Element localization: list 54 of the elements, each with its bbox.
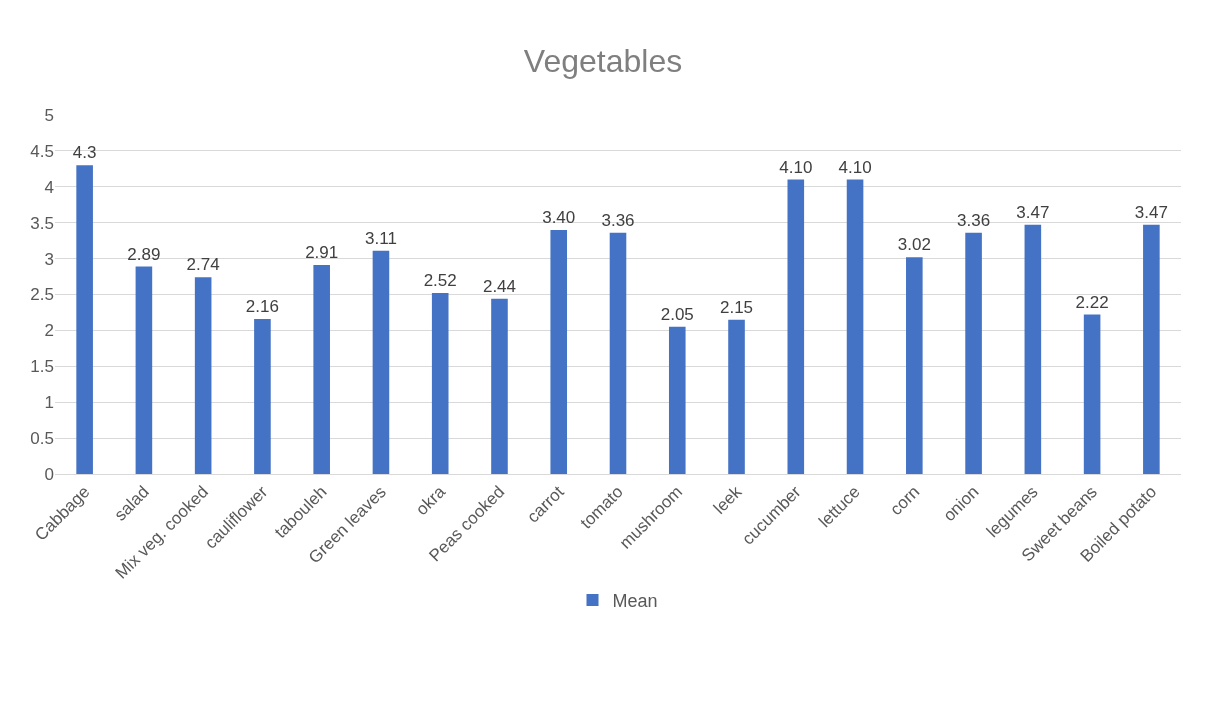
data-label: 3.02 <box>897 235 931 255</box>
data-label: 3.36 <box>601 210 635 230</box>
legend-label: Mean <box>612 590 658 611</box>
y-tick-label: 0 <box>44 464 54 484</box>
bar <box>1024 224 1042 474</box>
bar <box>194 277 212 474</box>
data-label: 2.22 <box>1075 292 1109 312</box>
data-label: 2.74 <box>186 255 220 275</box>
data-label: 3.36 <box>957 210 991 230</box>
data-label: 3.11 <box>365 228 397 248</box>
y-tick-label: 4.5 <box>30 141 54 161</box>
y-tick-label: 1.5 <box>30 357 54 377</box>
data-label: 2.16 <box>245 296 279 316</box>
y-tick-label: 2 <box>44 321 54 341</box>
x-tick-label: okra <box>412 481 450 520</box>
bar <box>965 232 982 474</box>
bar <box>76 165 93 474</box>
bar <box>254 318 271 474</box>
data-label: 4.10 <box>838 157 872 177</box>
y-tick-label: 3 <box>44 249 54 269</box>
chart-title: Vegetables <box>523 42 683 79</box>
bar <box>431 293 449 474</box>
bar <box>668 326 686 474</box>
bar <box>787 179 805 474</box>
bar <box>906 257 923 474</box>
data-label: 3.40 <box>542 207 576 227</box>
bar <box>846 179 864 474</box>
data-label: 2.91 <box>305 243 339 263</box>
y-tick-label: 2.5 <box>30 285 54 305</box>
y-tick-label: 0.5 <box>30 429 54 449</box>
bar <box>1143 224 1160 474</box>
data-label: 2.44 <box>482 276 517 296</box>
bar <box>550 229 568 474</box>
bar <box>491 298 508 474</box>
x-tick-label: leek <box>709 481 746 518</box>
bar <box>372 250 390 474</box>
bar <box>609 232 627 474</box>
data-label: 2.52 <box>423 271 457 291</box>
bar <box>135 266 153 474</box>
y-tick-label: 3.5 <box>30 213 54 233</box>
data-label: 2.05 <box>660 304 694 324</box>
x-tick-label: corn <box>886 482 924 520</box>
data-label: 2.89 <box>127 244 161 264</box>
bar <box>728 319 745 474</box>
bar <box>1083 314 1101 474</box>
y-tick-label: 1 <box>44 393 54 413</box>
data-label: 4.3 <box>72 143 97 163</box>
data-label: 2.15 <box>719 297 754 317</box>
y-tick-label: 5 <box>44 105 54 125</box>
bar <box>313 265 330 474</box>
data-label: 3.47 <box>1134 202 1168 222</box>
data-label: 4.10 <box>779 157 813 177</box>
data-label: 3.47 <box>1016 202 1050 222</box>
y-tick-label: 4 <box>44 177 54 197</box>
